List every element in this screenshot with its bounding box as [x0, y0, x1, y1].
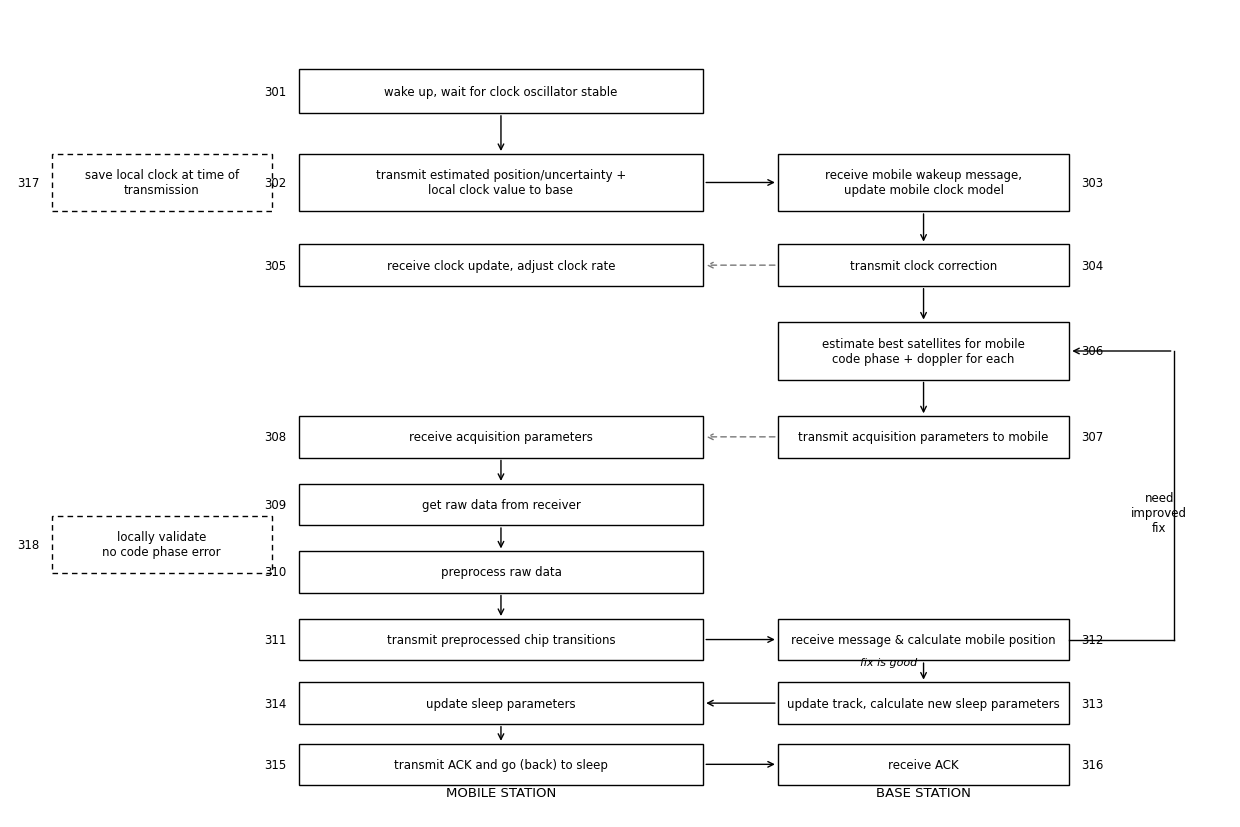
Text: transmit clock correction: transmit clock correction [849, 260, 997, 272]
Text: 304: 304 [1081, 260, 1104, 272]
Text: transmit acquisition parameters to mobile: transmit acquisition parameters to mobil… [799, 431, 1049, 444]
FancyBboxPatch shape [299, 245, 703, 286]
FancyBboxPatch shape [299, 417, 703, 458]
FancyBboxPatch shape [299, 743, 703, 785]
Text: MOBILE STATION: MOBILE STATION [446, 786, 556, 799]
Text: 306: 306 [1081, 345, 1104, 358]
Text: receive mobile wakeup message,
update mobile clock model: receive mobile wakeup message, update mo… [825, 170, 1022, 198]
Text: 315: 315 [264, 758, 286, 771]
Text: need
improved
fix: need improved fix [1131, 491, 1187, 534]
Text: 305: 305 [264, 260, 286, 272]
FancyBboxPatch shape [777, 619, 1069, 661]
FancyBboxPatch shape [777, 417, 1069, 458]
FancyBboxPatch shape [52, 516, 272, 573]
FancyBboxPatch shape [777, 245, 1069, 286]
Text: receive ACK: receive ACK [888, 758, 959, 771]
FancyBboxPatch shape [777, 743, 1069, 785]
Text: transmit estimated position/uncertainty +
local clock value to base: transmit estimated position/uncertainty … [376, 170, 626, 198]
FancyBboxPatch shape [299, 552, 703, 593]
Text: 310: 310 [264, 566, 286, 579]
Text: 318: 318 [17, 538, 40, 551]
FancyBboxPatch shape [777, 155, 1069, 212]
Text: receive clock update, adjust clock rate: receive clock update, adjust clock rate [387, 260, 615, 272]
Text: update sleep parameters: update sleep parameters [427, 697, 575, 710]
FancyBboxPatch shape [299, 484, 703, 525]
Text: transmit preprocessed chip transitions: transmit preprocessed chip transitions [387, 633, 615, 646]
FancyBboxPatch shape [777, 682, 1069, 724]
Text: get raw data from receiver: get raw data from receiver [422, 499, 580, 511]
Text: 312: 312 [1081, 633, 1104, 646]
Text: update track, calculate new sleep parameters: update track, calculate new sleep parame… [787, 697, 1060, 710]
FancyBboxPatch shape [299, 682, 703, 724]
Text: transmit ACK and go (back) to sleep: transmit ACK and go (back) to sleep [394, 758, 608, 771]
Text: locally validate
no code phase error: locally validate no code phase error [103, 530, 221, 558]
FancyBboxPatch shape [777, 323, 1069, 380]
Text: 309: 309 [264, 499, 286, 511]
Text: 317: 317 [17, 177, 40, 189]
Text: 307: 307 [1081, 431, 1104, 444]
Text: 301: 301 [264, 85, 286, 98]
Text: 302: 302 [264, 177, 286, 189]
FancyBboxPatch shape [299, 155, 703, 212]
Text: 303: 303 [1081, 177, 1104, 189]
Text: receive acquisition parameters: receive acquisition parameters [409, 431, 593, 444]
FancyBboxPatch shape [299, 70, 703, 114]
Text: fix is good: fix is good [861, 657, 918, 667]
Text: BASE STATION: BASE STATION [877, 786, 971, 799]
Text: estimate best satellites for mobile
code phase + doppler for each: estimate best satellites for mobile code… [822, 337, 1025, 366]
Text: 314: 314 [264, 697, 286, 710]
Text: 313: 313 [1081, 697, 1104, 710]
Text: 311: 311 [264, 633, 286, 646]
Text: receive message & calculate mobile position: receive message & calculate mobile posit… [791, 633, 1056, 646]
Text: wake up, wait for clock oscillator stable: wake up, wait for clock oscillator stabl… [384, 85, 618, 98]
Text: save local clock at time of
transmission: save local clock at time of transmission [84, 170, 239, 198]
Text: 316: 316 [1081, 758, 1104, 771]
Text: preprocess raw data: preprocess raw data [440, 566, 562, 579]
FancyBboxPatch shape [52, 155, 272, 212]
Text: 308: 308 [264, 431, 286, 444]
FancyBboxPatch shape [299, 619, 703, 661]
